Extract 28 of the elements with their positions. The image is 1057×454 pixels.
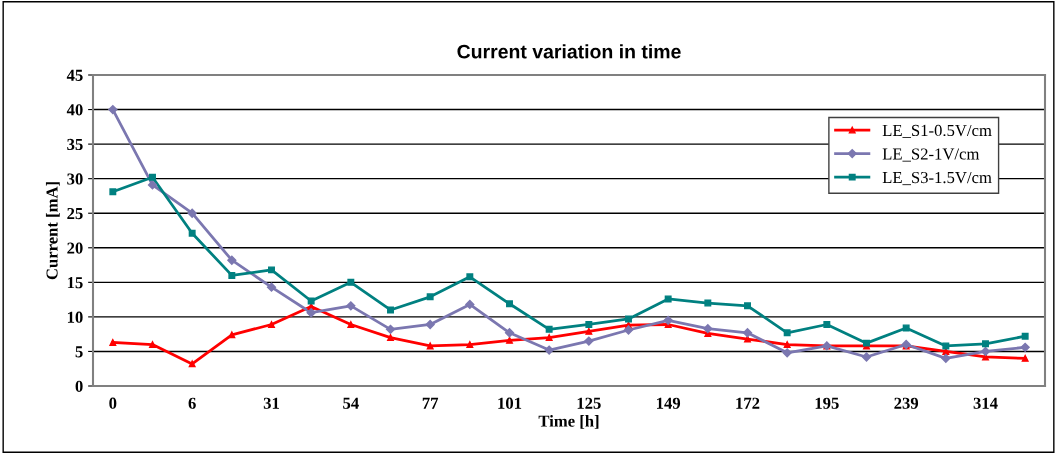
y-tick-label: 40 [66,104,83,116]
y-tick-label: 5 [75,346,83,358]
y-tick-label: 10 [67,311,83,323]
x-tick-label: 314 [973,397,998,409]
x-tick-label: 6 [188,397,196,409]
x-tick-label: 77 [422,397,439,409]
x-tick-label: 54 [343,397,359,409]
x-tick-label: 31 [263,397,279,409]
x-tick-label: 149 [657,397,681,409]
y-tick-label: 15 [67,277,83,289]
y-tick-label: 35 [67,138,83,151]
legend-label: LE_S2-1V/cm [882,148,980,162]
x-tick-label: 172 [736,397,760,409]
x-tick-label: 239 [894,397,919,409]
legend-label: LE_S1-0.5V/cm [882,124,992,139]
y-tick-label: 25 [67,207,83,220]
x-tick-label: 195 [815,397,839,409]
y-tick-label: 20 [67,242,83,254]
y-axis-title: Current [mA] [45,182,60,280]
y-tick-label: 0 [75,380,83,392]
x-tick-label: 125 [577,397,601,409]
x-tick-label: 0 [109,397,117,409]
x-tick-label: 101 [498,397,522,409]
legend-label: LE_S3-1.5V/cm [882,171,992,186]
x-axis-title: Time [h] [538,415,599,429]
chart-title: Current variation in time [457,44,681,59]
y-tick-label: 45 [66,69,83,81]
y-tick-label: 30 [67,173,83,185]
